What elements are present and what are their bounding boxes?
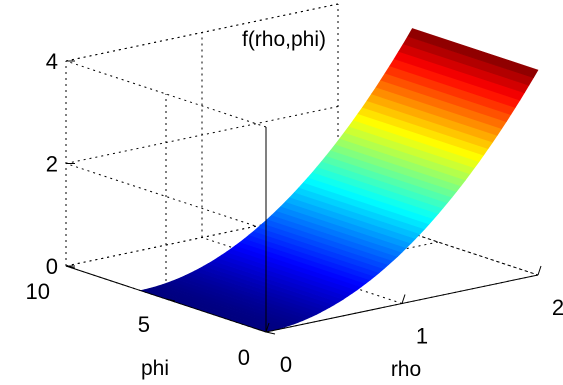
chart-title: f(rho,phi)	[242, 28, 326, 51]
axes-front	[65, 60, 542, 335]
x-tick-label: 1	[416, 324, 428, 349]
x-tick	[537, 265, 542, 276]
y-tick	[165, 298, 176, 302]
z-grid-left-2	[65, 60, 267, 128]
z-tick-label: 4	[46, 49, 58, 74]
y-tick-label: 5	[138, 312, 150, 337]
y-tick-label: 0	[238, 345, 250, 370]
y-tick-label: 10	[26, 279, 50, 304]
y-grid-floor-2	[65, 208, 339, 267]
surface-plot	[139, 28, 539, 333]
right-floor-edge	[337, 208, 539, 276]
x-axis-label: rho	[391, 358, 421, 381]
x-tick	[265, 322, 270, 333]
y-tick	[265, 331, 276, 335]
x-tick-label: 2	[552, 295, 563, 320]
y-axis-label: phi	[141, 357, 169, 380]
z-tick-label: 2	[46, 152, 58, 177]
z-tick-label: 0	[46, 254, 58, 279]
x-tick-label: 0	[280, 352, 292, 377]
z-grid-left-1	[65, 163, 267, 230]
x-tick	[401, 294, 406, 304]
surface-strip	[407, 28, 539, 79]
